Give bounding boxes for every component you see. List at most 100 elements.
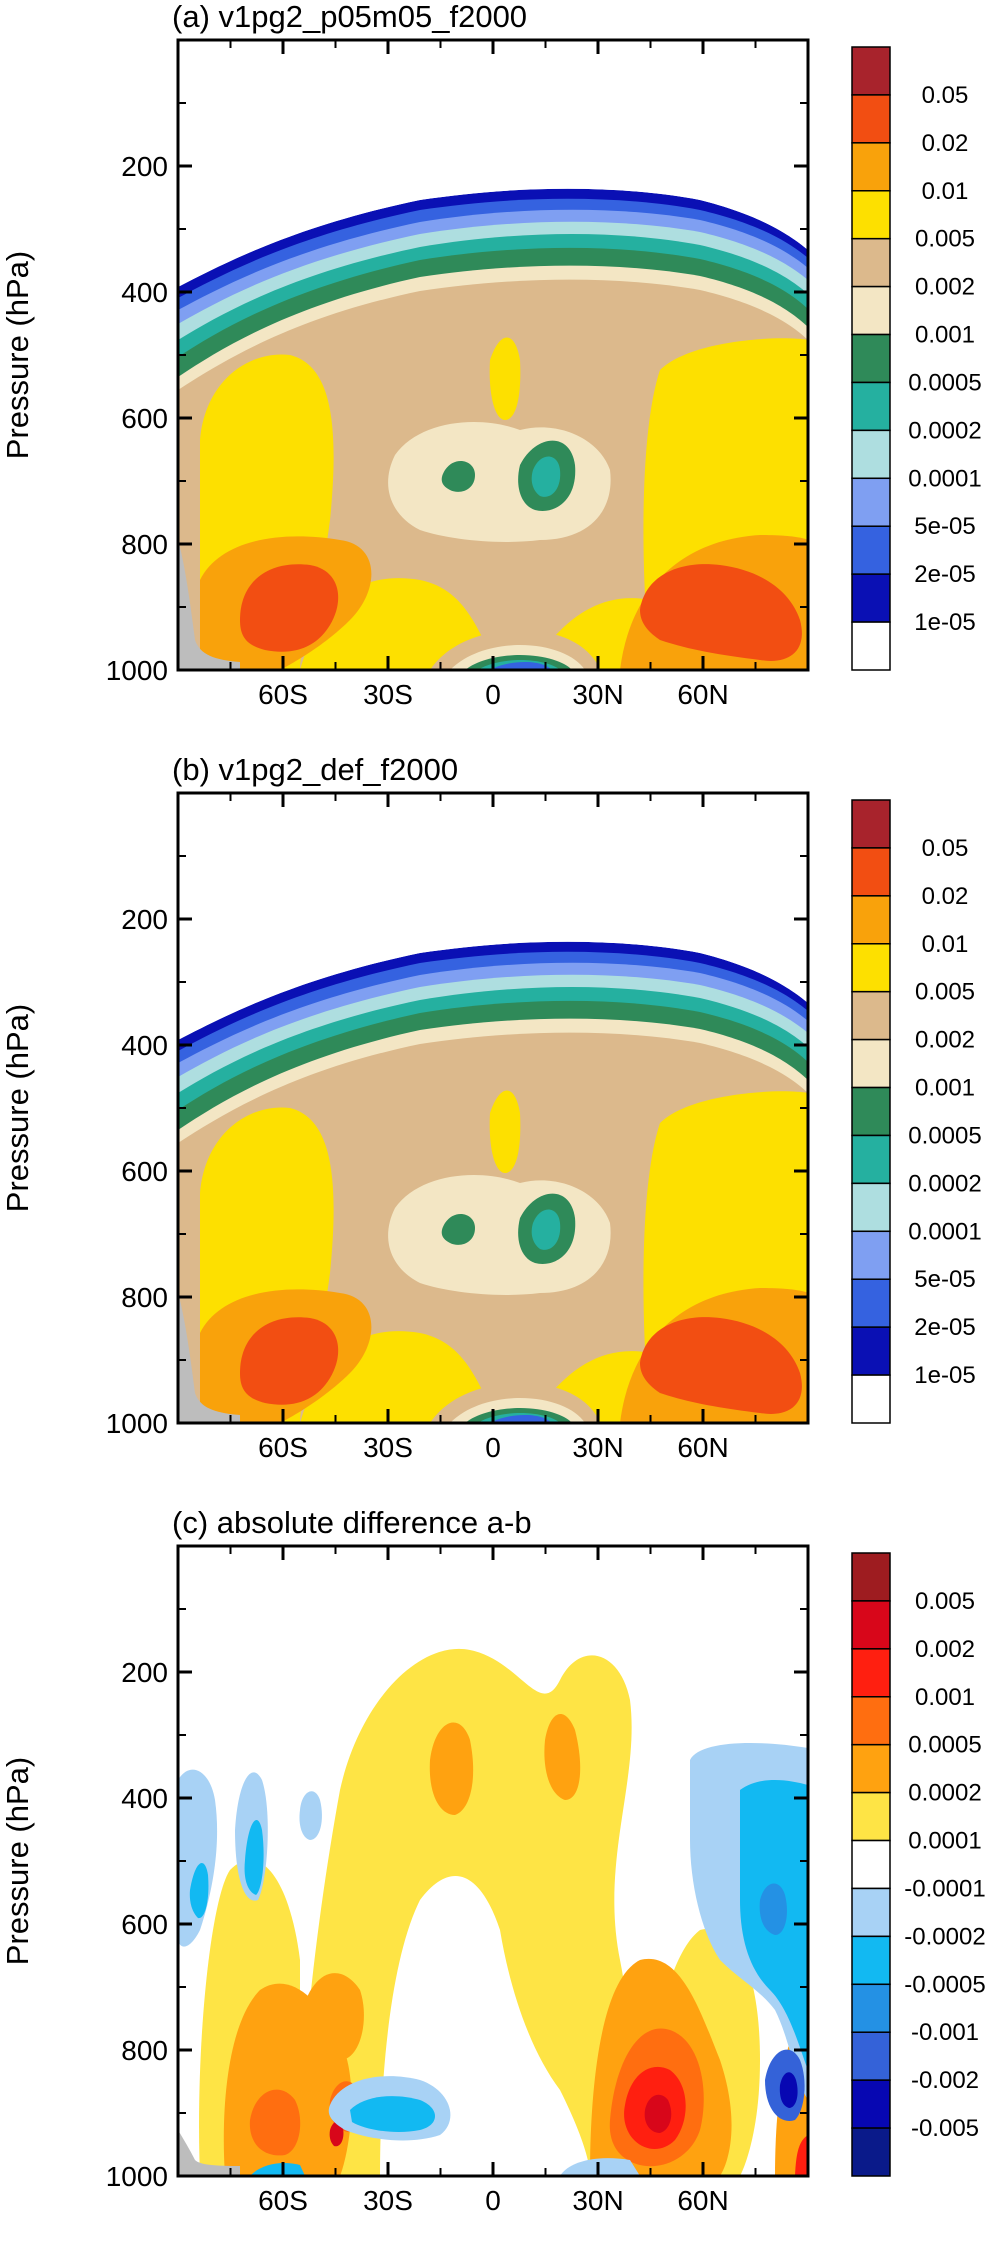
y-tick-label: 600 — [121, 1909, 168, 1940]
colorbar-swatch — [851, 1038, 891, 1089]
x-tick-label: 60N — [677, 2185, 728, 2216]
colorbar-swatch — [851, 1648, 891, 1698]
colorbar-label: 0.0001 — [908, 465, 981, 492]
y-tick-label: 200 — [121, 904, 168, 935]
x-tick-label: 60S — [258, 1432, 308, 1463]
colorbar-swatch — [851, 2079, 891, 2129]
colorbar-label: 0.005 — [915, 1588, 975, 1615]
colorbar-label: 0.02 — [922, 883, 969, 910]
y-tick-label: 800 — [121, 1282, 168, 1313]
panel-a-title: (a) v1pg2_p05m05_f2000 — [172, 0, 527, 34]
colorbar-swatch — [851, 573, 891, 623]
colorbar-swatch — [851, 1278, 891, 1328]
panel-c-ylabel: Pressure (hPa) — [0, 1757, 35, 1965]
x-tick-label: 0 — [485, 679, 501, 710]
panel-c-colorbar: 0.005 0.002 0.001 0.0005 0.0002 0.0001 -0.0001… — [851, 1552, 986, 2177]
colorbar-swatch — [851, 190, 891, 240]
colorbar-swatch — [851, 1791, 891, 1842]
x-tick-label: 60S — [258, 679, 308, 710]
colorbar-label: 1e-05 — [914, 1362, 975, 1389]
colorbar-swatch — [851, 990, 891, 1041]
colorbar-swatch — [851, 1887, 891, 1938]
colorbar-label: 0.0005 — [908, 1122, 981, 1149]
colorbar-label: 2e-05 — [914, 1314, 975, 1341]
panel-a-colorbar: 0.05 0.02 0.01 0.005 0.002 0.001 0.0005 0.0002 0… — [851, 46, 982, 671]
colorbar-swatch — [851, 895, 891, 945]
colorbar-swatch — [851, 799, 891, 849]
x-tick-label: 30N — [572, 1432, 623, 1463]
colorbar-label: 0.001 — [915, 1075, 975, 1102]
colorbar-swatch — [851, 1326, 891, 1376]
colorbar-swatch — [851, 1743, 891, 1794]
colorbar-swatch — [851, 1600, 891, 1650]
panel-c-title: (c) absolute difference a-b — [172, 1505, 532, 1540]
colorbar-swatch — [851, 2127, 891, 2177]
colorbar-label: 2e-05 — [914, 561, 975, 588]
y-tick-label: 800 — [121, 529, 168, 560]
colorbar-swatch — [851, 2031, 891, 2081]
x-tick-label: 60N — [677, 679, 728, 710]
colorbar-label: 0.001 — [915, 322, 975, 349]
y-tick-label: 200 — [121, 151, 168, 182]
y-tick-label: 400 — [121, 1783, 168, 1814]
colorbar-label: -0.001 — [911, 2019, 979, 2046]
colorbar-label: 0.002 — [915, 1027, 975, 1054]
panel-b: (b) v1pg2_def_f2000 — [0, 752, 982, 1463]
y-tick-label: 400 — [121, 1030, 168, 1061]
panel-c-axes: 200 400 600 800 1000 60S 30S 0 30N 60N — [106, 1546, 808, 2216]
colorbar-swatch — [851, 847, 891, 897]
colorbar-swatch — [851, 1839, 891, 1890]
colorbar-swatch — [851, 1230, 891, 1280]
colorbar-label: 0.005 — [915, 226, 975, 253]
colorbar-swatch — [851, 1552, 891, 1602]
colorbar-label: 0.02 — [922, 130, 969, 157]
colorbar-label: -0.005 — [911, 2115, 979, 2142]
colorbar-label: 0.002 — [915, 1636, 975, 1663]
y-tick-label: 600 — [121, 1156, 168, 1187]
x-tick-label: 30N — [572, 679, 623, 710]
colorbar-label: 5e-05 — [914, 1266, 975, 1293]
y-tick-label: 1000 — [106, 655, 168, 686]
colorbar-swatch — [851, 621, 891, 671]
colorbar-label: 5e-05 — [914, 513, 975, 540]
colorbar-label: 0.0002 — [908, 417, 981, 444]
colorbar-label: 0.0001 — [908, 1218, 981, 1245]
y-tick-label: 1000 — [106, 1408, 168, 1439]
colorbar-label: 0.0005 — [908, 369, 981, 396]
colorbar-label: -0.0005 — [904, 1971, 985, 1998]
colorbar-swatch — [851, 1086, 891, 1137]
y-tick-label: 1000 — [106, 2161, 168, 2192]
panel-c-contours — [178, 1546, 808, 2176]
colorbar-label: -0.0001 — [904, 1875, 985, 1902]
x-tick-label: 60S — [258, 2185, 308, 2216]
colorbar-swatch — [851, 477, 891, 527]
colorbar-label: 0.002 — [915, 274, 975, 301]
colorbar-label: -0.002 — [911, 2067, 979, 2094]
colorbar-label: 0.0001 — [908, 1828, 981, 1855]
y-tick-label: 400 — [121, 277, 168, 308]
x-tick-label: 30S — [363, 2185, 413, 2216]
x-tick-label: 30S — [363, 679, 413, 710]
colorbar-label: 1e-05 — [914, 609, 975, 636]
colorbar-swatch — [851, 142, 891, 192]
colorbar-swatch — [851, 237, 891, 288]
colorbar-label: 0.005 — [915, 979, 975, 1006]
colorbar-swatch — [851, 1983, 891, 2033]
colorbar-label: 0.01 — [922, 931, 969, 958]
colorbar-swatch — [851, 1134, 891, 1185]
x-tick-label: 30N — [572, 2185, 623, 2216]
colorbar-swatch — [851, 1374, 891, 1424]
y-tick-label: 600 — [121, 403, 168, 434]
colorbar-label: 0.0005 — [908, 1732, 981, 1759]
y-tick-label: 800 — [121, 2035, 168, 2066]
panel-a-ylabel: Pressure (hPa) — [0, 251, 35, 459]
colorbar-swatch — [851, 429, 891, 480]
x-tick-label: 0 — [485, 2185, 501, 2216]
panel-b-title: (b) v1pg2_def_f2000 — [172, 752, 458, 787]
colorbar-swatch — [851, 333, 891, 384]
colorbar-label: -0.0002 — [904, 1923, 985, 1950]
panel-b-ylabel: Pressure (hPa) — [0, 1004, 35, 1212]
colorbar-label: 0.01 — [922, 178, 969, 205]
